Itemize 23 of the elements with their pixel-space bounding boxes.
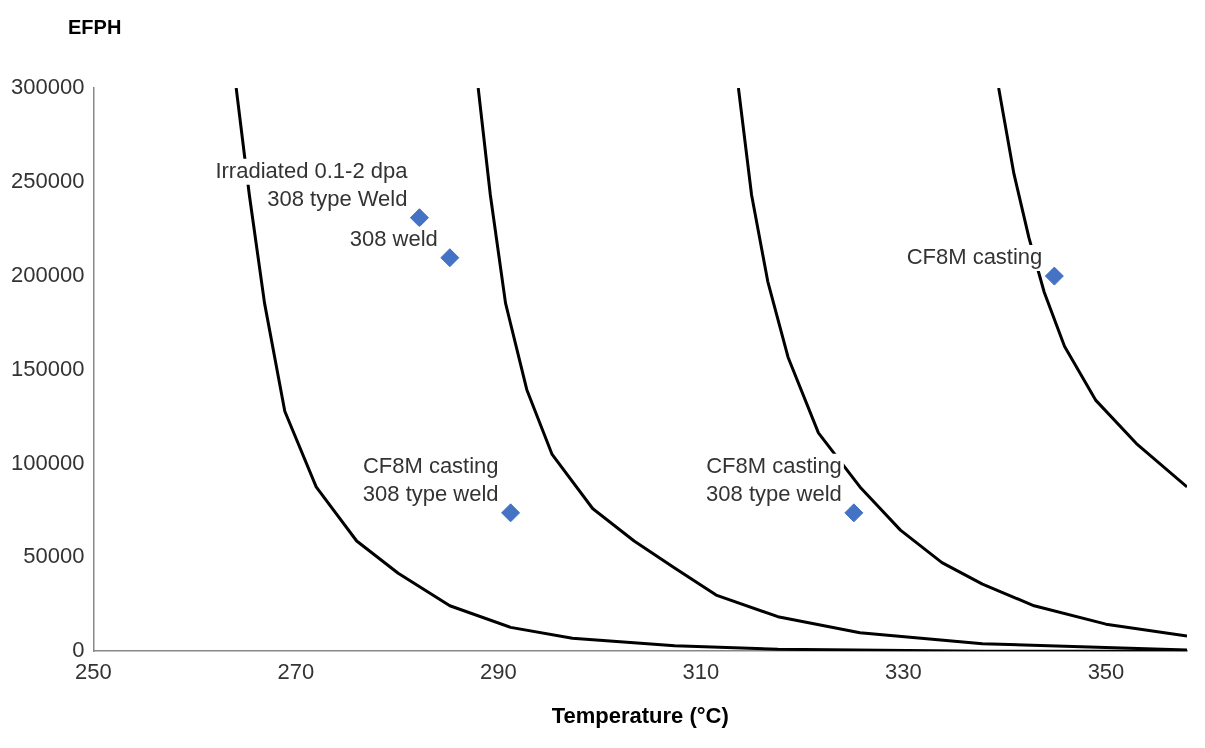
y-tick-label: 250000 — [10, 167, 85, 193]
point — [501, 503, 521, 523]
x-axis-title: Temperature (°C) — [551, 702, 729, 728]
annotation: Irradiated 0.1-2 dpa 308 type Weld — [215, 157, 409, 211]
point — [844, 503, 864, 523]
x-tick-label: 290 — [480, 659, 517, 685]
annotation: CF8M casting 308 type weld — [362, 452, 499, 506]
annotation: 308 weld — [349, 225, 438, 251]
y-tick-label: 100000 — [10, 449, 85, 475]
x-tick-label: 350 — [1087, 659, 1125, 685]
x-tick-label: 330 — [885, 659, 922, 685]
x-tick-label: 270 — [277, 659, 315, 685]
point — [409, 208, 429, 228]
y-tick-label: 300000 — [10, 74, 85, 100]
point — [1044, 266, 1064, 286]
y-tick-label: 50000 — [23, 543, 85, 569]
y-tick-label: 150000 — [10, 355, 85, 381]
annotation: CF8M casting 308 type weld — [706, 452, 842, 506]
point — [440, 248, 460, 268]
x-tick-label: 310 — [682, 659, 720, 685]
y-axis-title: EFPH — [68, 15, 122, 38]
y-tick-label: 200000 — [10, 261, 85, 287]
annotation: CF8M casting — [906, 244, 1043, 270]
